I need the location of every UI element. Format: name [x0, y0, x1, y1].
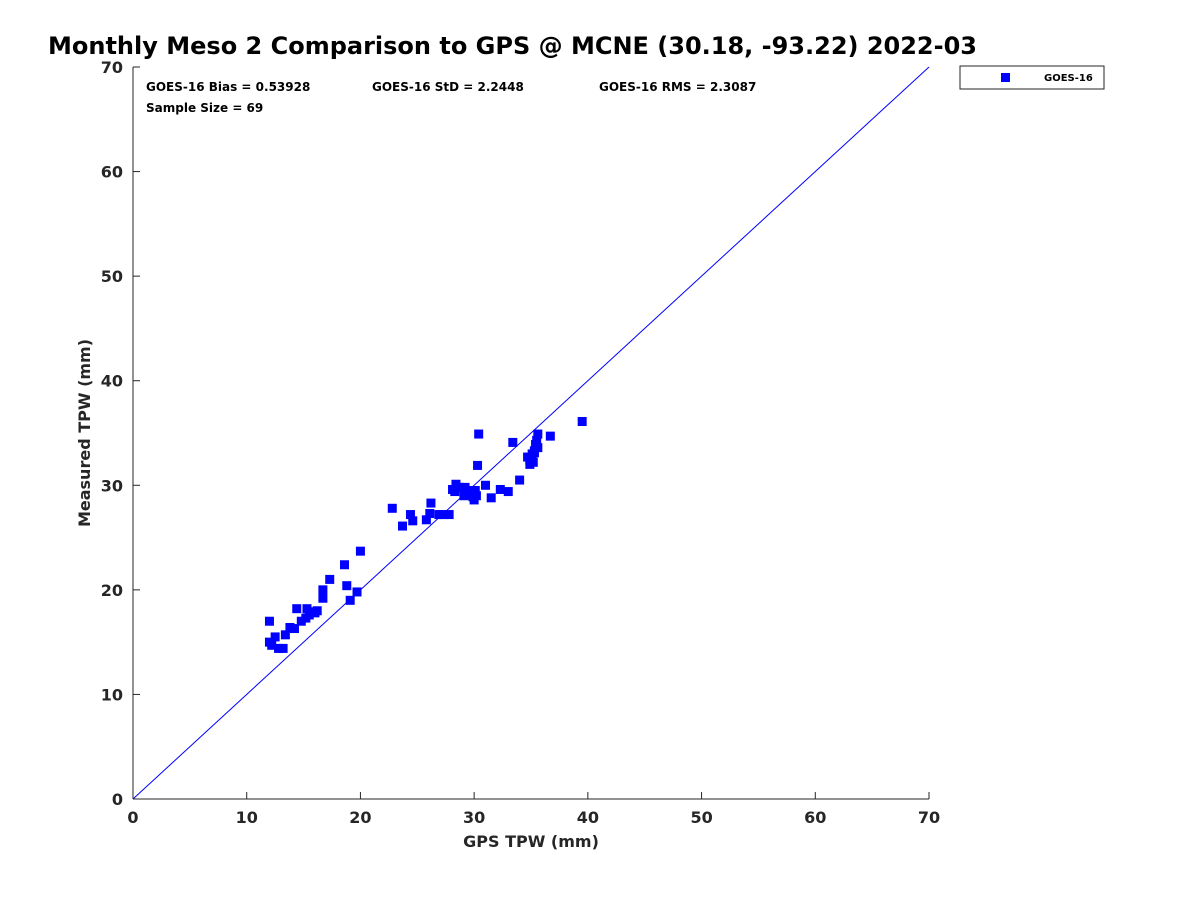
data-point	[342, 581, 352, 591]
y-tick-label: 0	[112, 790, 123, 809]
data-point	[533, 429, 543, 439]
y-tick-label: 40	[101, 372, 123, 391]
plot-area: 0 10 20 30 40 50 60 70 0 10 20 30 40 50 60 70	[101, 58, 940, 827]
x-tick-label: 30	[463, 808, 485, 827]
data-point	[398, 521, 408, 531]
data-point	[289, 624, 299, 634]
data-point	[421, 515, 431, 525]
data-points	[264, 416, 587, 653]
data-point	[278, 643, 288, 653]
data-point	[438, 510, 448, 520]
data-point	[474, 429, 484, 439]
data-point	[280, 630, 290, 640]
data-point	[481, 480, 491, 490]
data-point	[355, 546, 365, 556]
data-point	[318, 585, 328, 595]
data-point	[310, 608, 320, 618]
y-tick-label: 70	[101, 58, 123, 77]
data-point	[459, 491, 469, 501]
data-point	[533, 443, 543, 453]
x-tick-label: 10	[236, 808, 258, 827]
y-axis-ticks: 0 10 20 30 40 50 60 70	[101, 58, 140, 809]
data-point	[495, 484, 505, 494]
x-axis-ticks: 0 10 20 30 40 50 60 70	[127, 792, 940, 827]
data-point	[444, 510, 454, 520]
chart-title: Monthly Meso 2 Comparison to GPS @ MCNE …	[48, 32, 977, 60]
data-point	[577, 416, 587, 426]
data-point	[267, 640, 277, 650]
data-point	[468, 492, 478, 502]
legend-label: GOES-16	[1044, 73, 1093, 84]
x-tick-label: 50	[690, 808, 712, 827]
x-axis-label: GPS TPW (mm)	[463, 832, 599, 851]
x-tick-label: 70	[918, 808, 940, 827]
y-tick-label: 60	[101, 163, 123, 182]
data-point	[325, 574, 335, 584]
data-point	[515, 475, 525, 485]
data-point	[270, 632, 280, 642]
data-point	[470, 486, 480, 496]
y-tick-label: 30	[101, 476, 123, 495]
data-point	[508, 437, 518, 447]
data-point	[345, 595, 355, 605]
x-tick-label: 40	[577, 808, 599, 827]
data-point	[318, 593, 328, 603]
data-point	[454, 482, 464, 492]
data-point	[532, 435, 542, 445]
bias-annotation: GOES-16 Bias = 0.53928	[146, 80, 310, 94]
y-tick-label: 20	[101, 581, 123, 600]
data-point	[434, 510, 444, 520]
data-point	[450, 487, 460, 497]
y-tick-label: 10	[101, 685, 123, 704]
data-point	[503, 487, 513, 497]
data-point	[304, 610, 314, 620]
one-to-one-reference-line	[132, 66, 930, 800]
data-point	[302, 604, 312, 614]
data-point	[292, 604, 302, 614]
data-point	[296, 616, 306, 626]
legend: GOES-16	[959, 65, 1105, 90]
data-point	[473, 460, 483, 470]
data-point	[426, 498, 436, 508]
data-point	[340, 560, 350, 570]
data-point	[425, 509, 435, 519]
legend-marker-square	[1001, 73, 1010, 82]
sample-size-annotation: Sample Size = 69	[146, 101, 263, 115]
data-point	[529, 448, 539, 458]
legend-box	[959, 65, 1105, 90]
x-tick-label: 60	[804, 808, 826, 827]
data-point	[486, 493, 496, 503]
data-point	[408, 516, 418, 526]
std-annotation: GOES-16 StD = 2.2448	[372, 80, 524, 94]
data-point	[405, 510, 415, 520]
data-point	[545, 431, 555, 441]
data-point	[352, 587, 362, 597]
rms-annotation: GOES-16 RMS = 2.3087	[599, 80, 756, 94]
y-axis-label: Measured TPW (mm)	[75, 339, 94, 527]
x-tick-label: 0	[127, 808, 138, 827]
data-point	[274, 643, 284, 653]
data-point	[525, 455, 535, 465]
data-point	[387, 503, 397, 513]
data-point	[264, 616, 274, 626]
x-tick-label: 20	[349, 808, 371, 827]
data-point	[285, 623, 295, 633]
y-tick-label: 50	[101, 267, 123, 286]
